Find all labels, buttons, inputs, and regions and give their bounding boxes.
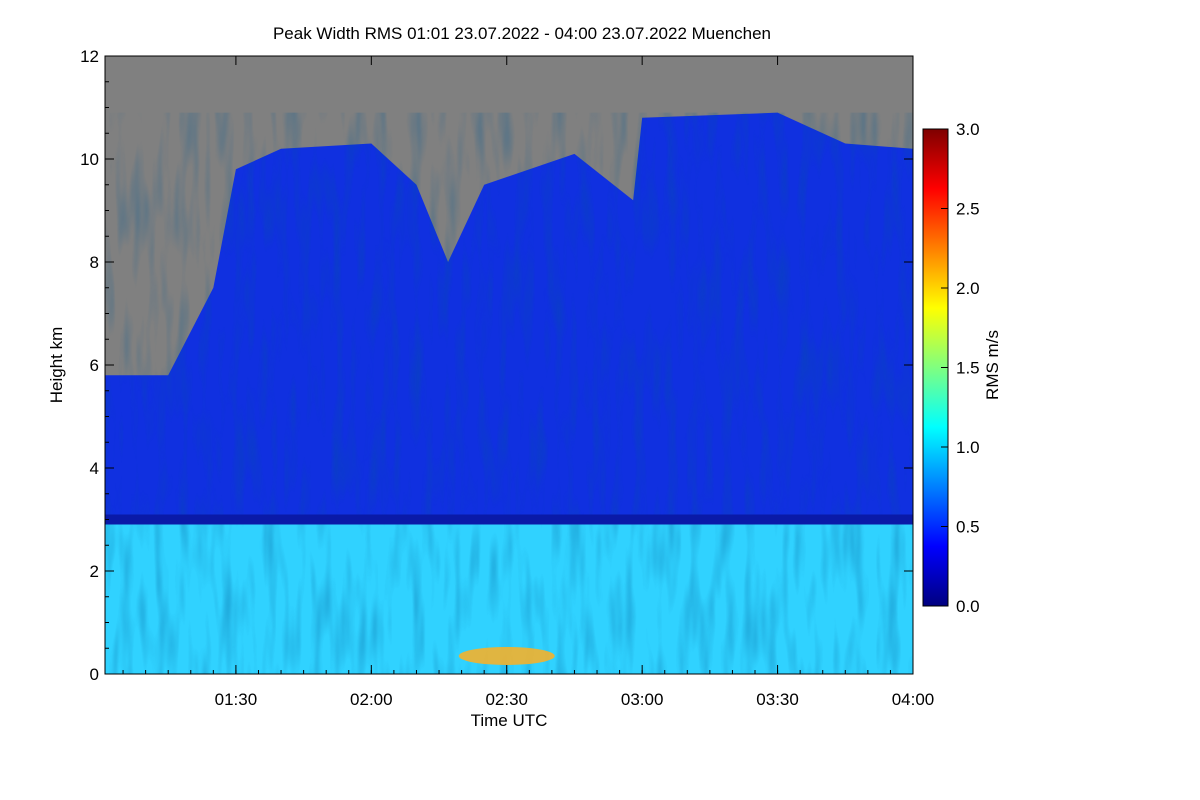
x-tick-label: 03:00 bbox=[621, 690, 664, 709]
colorbar-tick-label: 0.5 bbox=[956, 518, 980, 537]
y-axis-label: Height km bbox=[47, 327, 66, 404]
y-tick-label: 0 bbox=[90, 665, 99, 684]
plot-area bbox=[105, 56, 913, 674]
x-tick-label: 02:00 bbox=[350, 690, 393, 709]
x-axis-label: Time UTC bbox=[471, 711, 548, 730]
colorbar-tick-label: 1.0 bbox=[956, 438, 980, 457]
colorbar-tick-label: 2.5 bbox=[956, 200, 980, 219]
y-tick-label: 8 bbox=[90, 253, 99, 272]
y-tick-label: 6 bbox=[90, 356, 99, 375]
y-tick-label: 2 bbox=[90, 562, 99, 581]
colorbar: 0.0 0.5 1.0 1.5 2.0 2.5 3.0 bbox=[922, 120, 980, 616]
y-axis: 0 2 4 6 8 10 12 bbox=[80, 47, 913, 684]
boundary-layer-top bbox=[105, 514, 913, 525]
free-troposphere-streaks bbox=[105, 112, 913, 520]
x-tick-label: 01:30 bbox=[215, 690, 258, 709]
x-tick-label: 04:00 bbox=[892, 690, 935, 709]
y-tick-label: 10 bbox=[80, 150, 99, 169]
x-tick-label: 03:30 bbox=[756, 690, 799, 709]
y-tick-label: 12 bbox=[80, 47, 99, 66]
colorbar-label: RMS m/s bbox=[983, 330, 1002, 400]
colorbar-tick-label: 2.0 bbox=[956, 279, 980, 298]
colorbar-tick-label: 3.0 bbox=[956, 120, 980, 139]
x-axis: 01:30 02:00 02:30 03:00 03:30 04:00 bbox=[122, 56, 935, 709]
colorbar-tick-label: 0.0 bbox=[956, 597, 980, 616]
y-tick-label: 4 bbox=[90, 459, 99, 478]
high-rms-patch bbox=[458, 646, 555, 665]
colorbar-tick-label: 1.5 bbox=[956, 359, 980, 378]
x-tick-label: 02:30 bbox=[485, 690, 528, 709]
chart-title: Peak Width RMS 01:01 23.07.2022 - 04:00 … bbox=[273, 24, 771, 43]
